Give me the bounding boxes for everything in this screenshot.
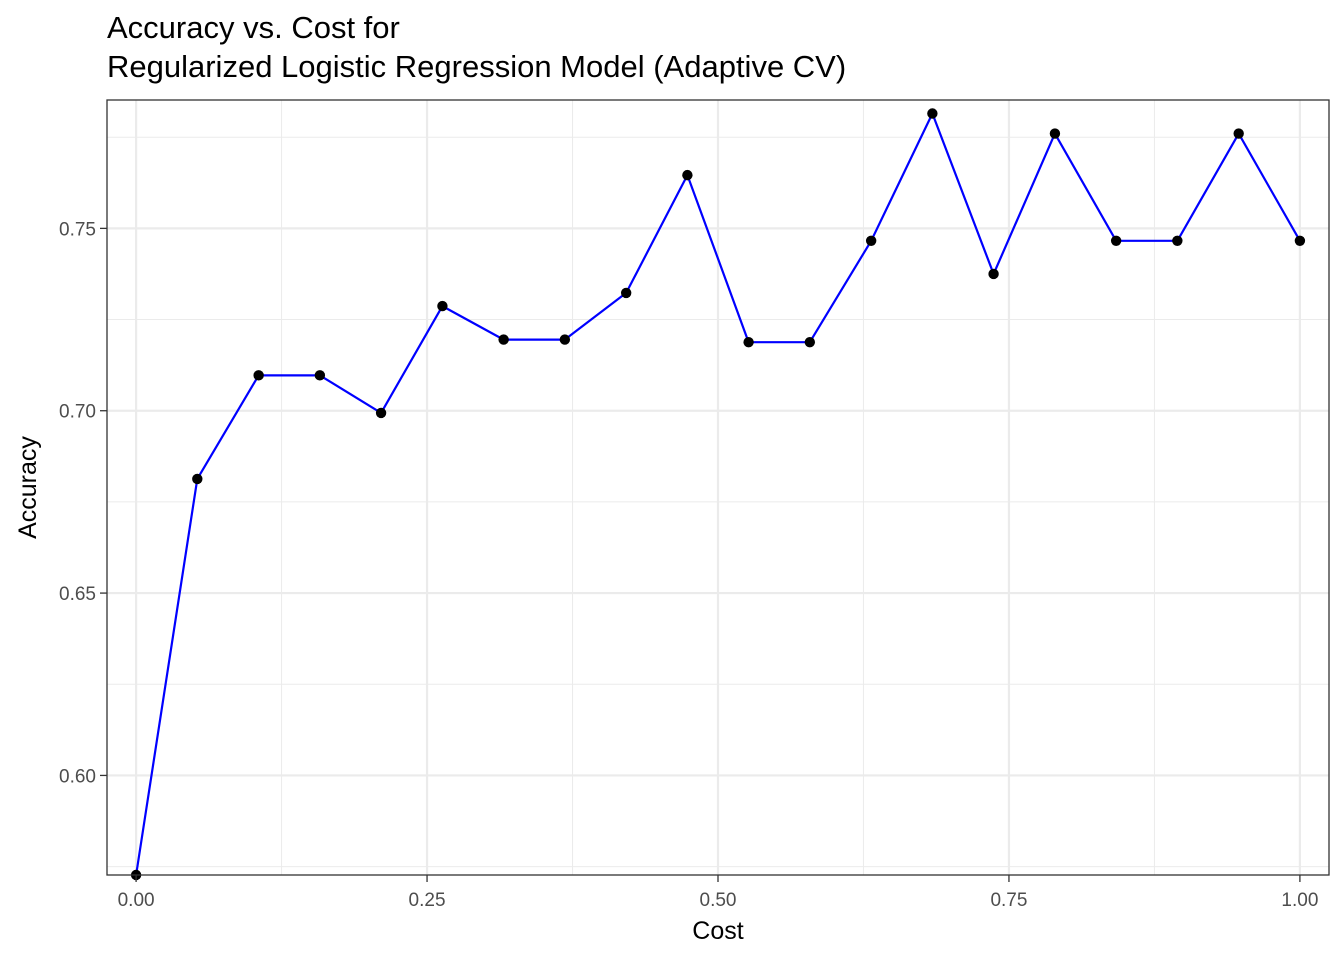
data-point xyxy=(1110,235,1122,246)
data-point xyxy=(927,108,938,119)
data-point xyxy=(988,268,999,280)
data-point xyxy=(375,407,387,419)
major-gridlines xyxy=(107,100,1329,875)
series-layer xyxy=(130,108,1306,881)
series-line xyxy=(135,112,1301,876)
x-tick-label: 0.00 xyxy=(118,890,155,911)
chart-title-line-2: Regularized Logistic Regression Model (A… xyxy=(107,49,847,84)
data-point xyxy=(743,336,754,348)
data-point xyxy=(314,370,326,381)
data-point xyxy=(1049,128,1061,139)
y-axis-title: Accuracy xyxy=(14,436,42,539)
data-point xyxy=(1172,235,1183,246)
y-tick-label: 0.65 xyxy=(59,584,96,605)
data-point xyxy=(192,473,203,485)
data-point xyxy=(682,169,693,181)
chart-title-line-1: Accuracy vs. Cost for xyxy=(107,10,400,45)
data-point xyxy=(559,334,571,345)
data-point xyxy=(865,235,877,246)
x-tick-label: 0.75 xyxy=(990,890,1027,911)
data-point xyxy=(804,336,816,348)
x-axis-title: Cost xyxy=(692,917,743,945)
data-point xyxy=(1294,235,1306,246)
x-tick-label: 1.00 xyxy=(1281,890,1318,911)
data-point xyxy=(253,370,264,381)
data-point xyxy=(1233,128,1244,139)
y-axis-ticks: 0.60 0.65 0.70 0.75 xyxy=(59,219,107,787)
x-axis-ticks: 0.00 0.25 0.50 0.75 1.00 xyxy=(118,875,1318,911)
data-point xyxy=(498,334,509,345)
x-tick-label: 0.25 xyxy=(409,890,446,911)
y-tick-label: 0.70 xyxy=(59,402,96,423)
data-point xyxy=(620,287,632,299)
data-point xyxy=(437,300,448,312)
y-tick-label: 0.60 xyxy=(59,766,96,787)
x-tick-label: 0.50 xyxy=(700,890,737,911)
y-tick-label: 0.75 xyxy=(59,219,96,240)
